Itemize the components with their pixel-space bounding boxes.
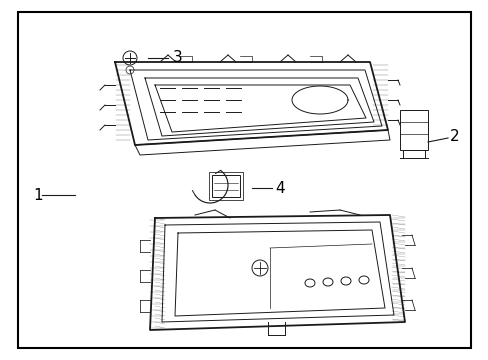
Bar [212, 175, 240, 197]
Text: 2: 2 [449, 129, 459, 144]
Text: 1: 1 [33, 188, 43, 202]
Bar [208, 172, 243, 200]
Text: 4: 4 [275, 180, 284, 195]
Text: 3: 3 [173, 50, 183, 64]
Bar [399, 110, 427, 150]
